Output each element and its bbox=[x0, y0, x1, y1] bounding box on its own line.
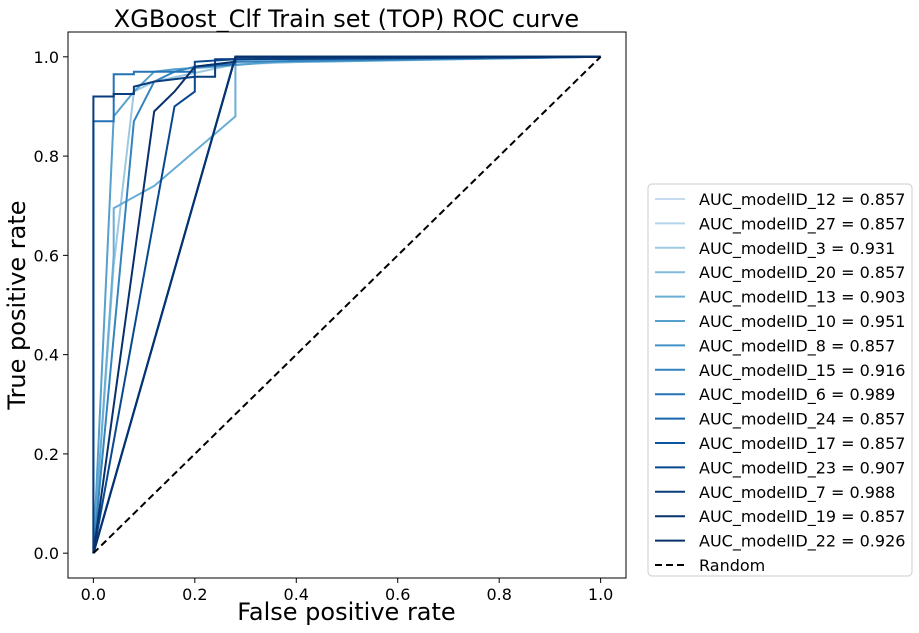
legend-label-10: AUC_modelID_17 = 0.857 bbox=[699, 434, 905, 454]
legend-label-3: AUC_modelID_20 = 0.857 bbox=[699, 263, 905, 283]
legend-label-14: AUC_modelID_22 = 0.926 bbox=[699, 532, 905, 552]
series-line-12 bbox=[92, 55, 601, 554]
y-axis: 0.0 0.2 0.4 0.6 0.8 1.0 bbox=[34, 48, 68, 563]
x-axis: 0.0 0.2 0.4 0.6 0.8 1.0 bbox=[81, 578, 613, 604]
y-tick-label: 0.8 bbox=[34, 147, 59, 166]
series-layer bbox=[92, 55, 601, 554]
plot-area bbox=[67, 31, 627, 579]
random-baseline-line bbox=[92, 56, 602, 554]
legend-label-9: AUC_modelID_24 = 0.857 bbox=[699, 410, 905, 430]
x-tick-label: 0.8 bbox=[486, 585, 511, 604]
legend-label-5: AUC_modelID_10 = 0.951 bbox=[699, 312, 905, 332]
legend: AUC_modelID_12 = 0.857 AUC_modelID_27 = 0… bbox=[647, 183, 913, 577]
legend-label-6: AUC_modelID_8 = 0.857 bbox=[699, 336, 895, 356]
y-tick-label: 0.0 bbox=[34, 544, 59, 563]
y-tick-label: 0.4 bbox=[34, 346, 59, 365]
y-tick-label: 0.2 bbox=[34, 445, 59, 464]
baseline-layer bbox=[92, 56, 602, 554]
chart-title: XGBoost_Clf Train set (TOP) ROC curve bbox=[114, 5, 579, 33]
legend-items: AUC_modelID_12 = 0.857 AUC_modelID_27 = 0… bbox=[655, 190, 905, 575]
y-tick-label: 0.6 bbox=[34, 246, 59, 265]
x-tick-label: 0.0 bbox=[81, 585, 106, 604]
legend-label-random: Random bbox=[699, 556, 765, 575]
y-axis-title: True positive rate bbox=[3, 200, 31, 410]
legend-frame bbox=[647, 183, 913, 577]
legend-label-7: AUC_modelID_15 = 0.916 bbox=[699, 361, 905, 381]
x-tick-label: 1.0 bbox=[588, 585, 613, 604]
y-tick-label: 1.0 bbox=[34, 48, 59, 67]
legend-label-13: AUC_modelID_19 = 0.857 bbox=[699, 507, 905, 527]
legend-label-2: AUC_modelID_3 = 0.931 bbox=[699, 239, 895, 259]
x-tick-label: 0.2 bbox=[182, 585, 207, 604]
series-line-14 bbox=[92, 55, 601, 554]
legend-label-0: AUC_modelID_12 = 0.857 bbox=[699, 190, 905, 210]
legend-label-12: AUC_modelID_7 = 0.988 bbox=[699, 483, 895, 503]
legend-label-1: AUC_modelID_27 = 0.857 bbox=[699, 214, 905, 234]
x-tick-label: 0.6 bbox=[385, 585, 410, 604]
x-axis-title: False positive rate bbox=[237, 598, 455, 626]
legend-label-8: AUC_modelID_6 = 0.989 bbox=[699, 385, 895, 405]
legend-label-4: AUC_modelID_13 = 0.903 bbox=[699, 288, 905, 308]
x-tick-label: 0.4 bbox=[284, 585, 309, 604]
legend-label-11: AUC_modelID_23 = 0.907 bbox=[699, 458, 905, 478]
series-line-5 bbox=[92, 55, 601, 554]
